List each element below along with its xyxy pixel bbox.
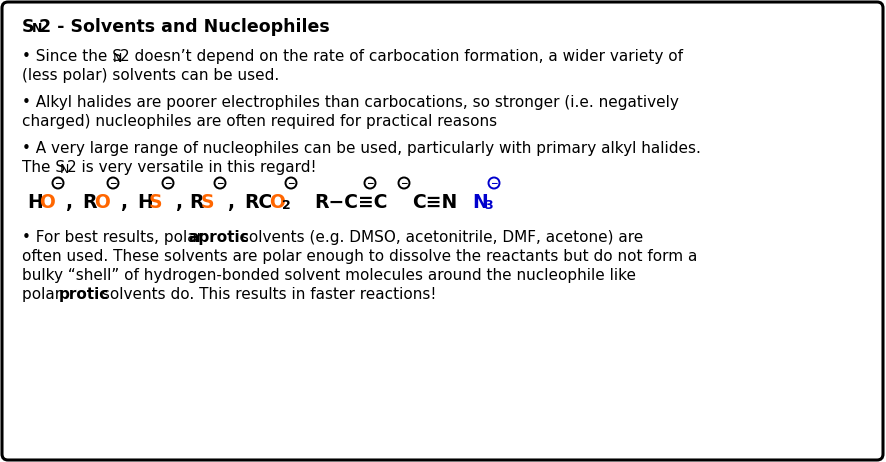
Text: RC: RC — [244, 193, 272, 212]
Text: −: − — [287, 178, 295, 188]
Text: ,: , — [227, 193, 234, 212]
Text: 2 - Solvents and Nucleophiles: 2 - Solvents and Nucleophiles — [39, 18, 330, 36]
Text: −: − — [490, 178, 498, 188]
Text: −: − — [109, 178, 117, 188]
Text: O: O — [94, 193, 110, 212]
Text: N: N — [60, 163, 69, 176]
Text: ,: , — [175, 193, 182, 212]
Text: −: − — [216, 178, 224, 188]
Text: H: H — [137, 193, 152, 212]
Text: aprotic: aprotic — [188, 230, 249, 245]
Text: often used. These solvents are polar enough to dissolve the reactants but do not: often used. These solvents are polar eno… — [22, 249, 697, 264]
Text: polar: polar — [22, 287, 66, 302]
Text: S: S — [22, 18, 35, 36]
Text: • Alkyl halides are poorer electrophiles than carbocations, so stronger (i.e. ne: • Alkyl halides are poorer electrophiles… — [22, 95, 679, 110]
Text: 3: 3 — [484, 199, 493, 212]
Text: 2: 2 — [282, 199, 291, 212]
Text: N: N — [472, 193, 488, 212]
Text: S: S — [149, 193, 162, 212]
Text: • A very large range of nucleophiles can be used, particularly with primary alky: • A very large range of nucleophiles can… — [22, 141, 701, 156]
Text: R: R — [189, 193, 204, 212]
Text: S: S — [201, 193, 214, 212]
Text: N: N — [113, 52, 122, 65]
Text: (less polar) solvents can be used.: (less polar) solvents can be used. — [22, 68, 279, 83]
Text: O: O — [269, 193, 285, 212]
Text: ,: , — [65, 193, 72, 212]
Text: C≡N: C≡N — [412, 193, 457, 212]
Text: solvents do. This results in faster reactions!: solvents do. This results in faster reac… — [97, 287, 437, 302]
Text: −: − — [54, 178, 62, 188]
Text: R: R — [82, 193, 97, 212]
Text: −: − — [164, 178, 172, 188]
Text: The S: The S — [22, 160, 66, 175]
Text: • For best results, polar: • For best results, polar — [22, 230, 208, 245]
Text: charged) nucleophiles are often required for practical reasons: charged) nucleophiles are often required… — [22, 114, 497, 129]
Text: N: N — [32, 22, 42, 35]
Text: solvents (e.g. DMSO, acetonitrile, DMF, acetone) are: solvents (e.g. DMSO, acetonitrile, DMF, … — [236, 230, 643, 245]
Text: • Since the S: • Since the S — [22, 49, 122, 64]
Text: R−C≡C: R−C≡C — [314, 193, 387, 212]
Text: 2 doesn’t depend on the rate of carbocation formation, a wider variety of: 2 doesn’t depend on the rate of carbocat… — [120, 49, 683, 64]
Text: protic: protic — [59, 287, 109, 302]
Text: O: O — [39, 193, 55, 212]
Text: 2 is very versatile in this regard!: 2 is very versatile in this regard! — [67, 160, 317, 175]
Text: bulky “shell” of hydrogen-bonded solvent molecules around the nucleophile like: bulky “shell” of hydrogen-bonded solvent… — [22, 268, 636, 283]
Text: ,: , — [120, 193, 127, 212]
Text: H: H — [27, 193, 43, 212]
Text: −: − — [366, 178, 374, 188]
Text: −: − — [400, 178, 408, 188]
